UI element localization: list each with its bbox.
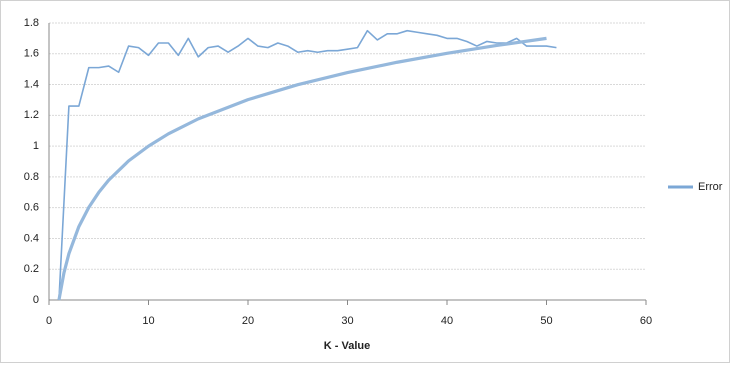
x-tick-label: 50: [540, 315, 552, 327]
x-tick-label: 30: [341, 315, 353, 327]
x-tick-label: 60: [640, 315, 652, 327]
legend-label: Error: [698, 181, 723, 193]
y-tick-label: 1.8: [24, 17, 39, 29]
y-tick-label: 1.2: [24, 109, 39, 121]
y-tick-label: 0: [33, 294, 39, 306]
y-tick-label: 1: [33, 140, 39, 152]
y-tick-label: 1.4: [24, 78, 39, 90]
x-tick-label: 0: [46, 315, 52, 327]
y-tick-label: 0.8: [24, 171, 39, 183]
x-axis-label: K - Value: [324, 340, 370, 352]
series-line: [57, 36, 547, 301]
series-line: [58, 29, 557, 301]
y-tick-label: 0.2: [24, 263, 39, 275]
y-tick-label: 0.6: [24, 202, 39, 214]
y-tick-label: 0.4: [24, 232, 39, 244]
y-tick-label: 1.6: [24, 48, 39, 60]
x-tick-label: 20: [242, 315, 254, 327]
x-tick-label: 40: [441, 315, 453, 327]
x-tick-label: 10: [142, 315, 154, 327]
